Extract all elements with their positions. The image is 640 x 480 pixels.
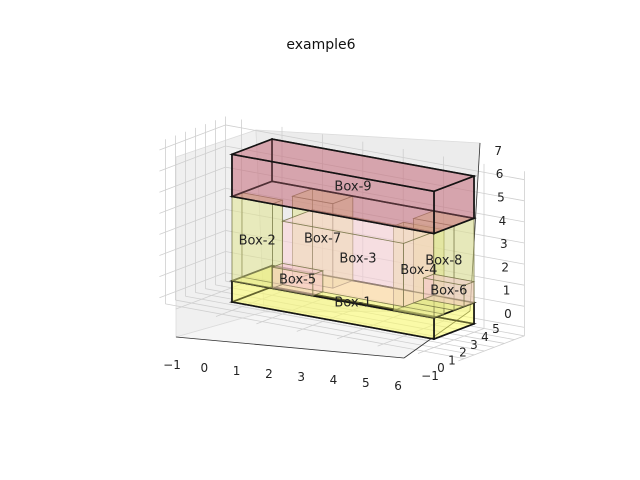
y-tick-label: 1 bbox=[448, 353, 456, 367]
y-tick-label: −1 bbox=[421, 369, 439, 383]
box-label: Box-2 bbox=[239, 234, 276, 249]
box-9-solid bbox=[229, 137, 477, 235]
grid-back-z bbox=[225, 124, 525, 181]
y-tick-label: 5 bbox=[492, 322, 500, 336]
chart-title: example6 bbox=[286, 37, 355, 53]
box-face bbox=[422, 273, 476, 286]
z-tick-label: 5 bbox=[497, 191, 505, 205]
z-tick-label: 1 bbox=[503, 284, 511, 298]
grid-floor-y bbox=[195, 292, 495, 348]
x-tick-label: 0 bbox=[200, 361, 208, 375]
z-tick-label: 2 bbox=[501, 260, 509, 274]
y-tick-label: 3 bbox=[470, 338, 478, 352]
grid-floor-y bbox=[225, 280, 525, 337]
grid-floor-x bbox=[377, 320, 444, 347]
box-face bbox=[270, 262, 325, 276]
box-label: Box-9 bbox=[334, 179, 371, 194]
grid-left-z bbox=[159, 124, 226, 151]
z-axis-line bbox=[469, 142, 481, 312]
x-axis-line bbox=[175, 336, 405, 359]
grid-left-z bbox=[159, 251, 226, 277]
box-8-solid bbox=[422, 273, 476, 308]
box-label: Box-5 bbox=[279, 273, 316, 288]
grid-floor-x bbox=[215, 291, 283, 317]
grid-floor-y bbox=[175, 299, 475, 356]
z-tick-label: 4 bbox=[499, 214, 507, 228]
z-tick-label: 6 bbox=[496, 167, 504, 181]
grid-left-z bbox=[159, 272, 226, 299]
boxes bbox=[229, 137, 477, 341]
z-tick-label: 3 bbox=[500, 237, 508, 251]
grid-floor-y bbox=[185, 295, 485, 352]
y-tick-label: 0 bbox=[437, 361, 445, 375]
box-label: Box-4 bbox=[400, 263, 437, 278]
x-tick-label: 2 bbox=[265, 367, 273, 381]
grid-back-z bbox=[225, 230, 525, 286]
grid-floor-y bbox=[215, 284, 515, 341]
z-tick-label: 0 bbox=[504, 307, 512, 321]
grid-floor-x bbox=[458, 335, 525, 362]
grid-floor-y bbox=[205, 288, 505, 344]
axis-lines bbox=[175, 142, 481, 359]
x-tick-label: 4 bbox=[330, 373, 338, 387]
x-tick-label: 3 bbox=[297, 370, 305, 384]
box-label: Box-3 bbox=[339, 251, 376, 266]
grid-back-z bbox=[225, 208, 525, 265]
box-2-solid bbox=[230, 192, 284, 289]
box-7-solid bbox=[270, 262, 325, 297]
box-label: Box-6 bbox=[430, 283, 467, 298]
z-tick-label: 7 bbox=[494, 144, 502, 158]
grid-floor-x bbox=[256, 298, 323, 325]
grid-floor-y bbox=[165, 303, 465, 360]
grid-back-z bbox=[225, 251, 525, 307]
box-label: Box-7 bbox=[304, 231, 341, 246]
grid-left-z bbox=[159, 145, 226, 172]
y-axis-line bbox=[403, 310, 471, 359]
grid-floor-x bbox=[337, 313, 404, 340]
grid-left-z bbox=[159, 230, 226, 256]
grid-floor-x bbox=[175, 283, 242, 310]
x-tick-label: 5 bbox=[362, 376, 370, 390]
grid-floor-x bbox=[296, 305, 363, 332]
grid-left-z bbox=[159, 187, 226, 214]
grid-left-z bbox=[159, 208, 226, 235]
grid-floor-x bbox=[417, 328, 485, 354]
box-label: Box-1 bbox=[334, 295, 371, 310]
box-label: Box-8 bbox=[425, 254, 462, 269]
box-face bbox=[229, 138, 477, 193]
y-tick-label: 4 bbox=[481, 330, 489, 344]
x-tick-label: 1 bbox=[233, 364, 241, 378]
x-tick-label: −1 bbox=[163, 358, 181, 372]
y-tick-label: 2 bbox=[459, 346, 467, 360]
x-tick-label: 6 bbox=[394, 379, 402, 393]
grid-left-z bbox=[159, 166, 226, 193]
